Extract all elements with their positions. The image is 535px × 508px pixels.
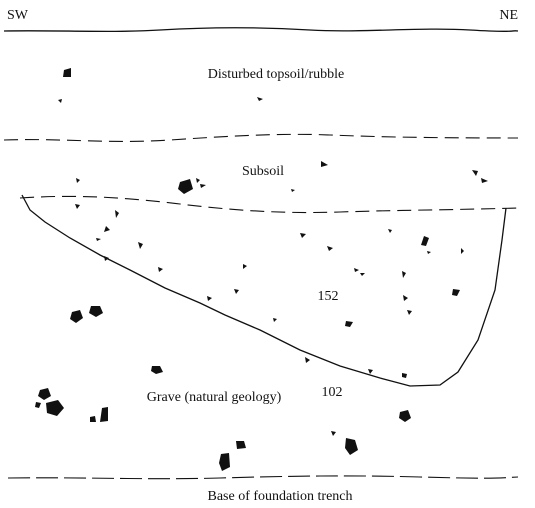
stone — [75, 204, 80, 209]
stone — [331, 431, 336, 436]
stone — [327, 246, 333, 251]
stone — [388, 229, 392, 233]
stone — [234, 289, 239, 294]
stone — [291, 189, 295, 192]
stone — [421, 236, 429, 246]
stone — [46, 400, 64, 416]
section-drawing: SW NE Disturbed topsoil/rubble Subsoil 1… — [0, 0, 535, 508]
stone — [76, 178, 80, 183]
stone — [63, 68, 71, 77]
stone — [368, 369, 373, 374]
stone — [70, 310, 83, 323]
stone — [354, 268, 359, 272]
stone — [207, 296, 212, 301]
stone — [402, 373, 407, 378]
stone — [243, 264, 247, 269]
stone — [305, 357, 310, 363]
stone — [96, 238, 101, 241]
stone — [89, 306, 103, 317]
stone — [345, 438, 358, 455]
stone — [104, 256, 109, 261]
stone — [236, 441, 246, 449]
stone — [196, 178, 200, 183]
stone — [104, 226, 110, 232]
stone — [200, 184, 206, 188]
stone — [90, 416, 96, 422]
base-line — [8, 476, 518, 479]
stone — [481, 178, 488, 183]
topsoil-boundary — [4, 134, 518, 141]
stone — [461, 248, 464, 254]
layer-label: Subsoil — [242, 164, 284, 179]
stone — [219, 453, 230, 471]
context-number: 152 — [318, 289, 339, 304]
stone — [38, 388, 51, 400]
stone — [138, 242, 143, 249]
stone — [472, 170, 478, 176]
stone — [300, 233, 306, 238]
end-label: NE — [499, 8, 518, 23]
stone — [399, 410, 411, 422]
stone — [360, 273, 365, 276]
stone — [321, 161, 328, 167]
surface-line — [4, 28, 518, 32]
stone — [257, 97, 263, 101]
grave-cut — [22, 195, 506, 386]
layer-label: Disturbed topsoil/rubble — [208, 67, 345, 82]
page: {"labels": {"left_end": "SW", "right_end… — [0, 0, 535, 508]
stone — [452, 289, 460, 296]
stone — [407, 310, 412, 315]
stone — [403, 295, 408, 301]
stone — [345, 321, 353, 327]
stone — [100, 407, 108, 422]
context-number: 102 — [322, 385, 343, 400]
end-label: SW — [7, 8, 29, 23]
stone — [58, 99, 62, 103]
stone — [151, 366, 163, 374]
layer-label: Grave (natural geology) — [147, 390, 282, 405]
stone — [427, 251, 431, 254]
stone — [178, 179, 193, 194]
stone — [273, 318, 277, 322]
stone — [402, 271, 406, 278]
layer-label: Base of foundation trench — [207, 489, 352, 504]
stone — [158, 267, 163, 272]
stones — [35, 68, 488, 471]
stone — [115, 210, 119, 218]
subsoil-boundary — [20, 196, 518, 212]
stone — [35, 402, 41, 408]
